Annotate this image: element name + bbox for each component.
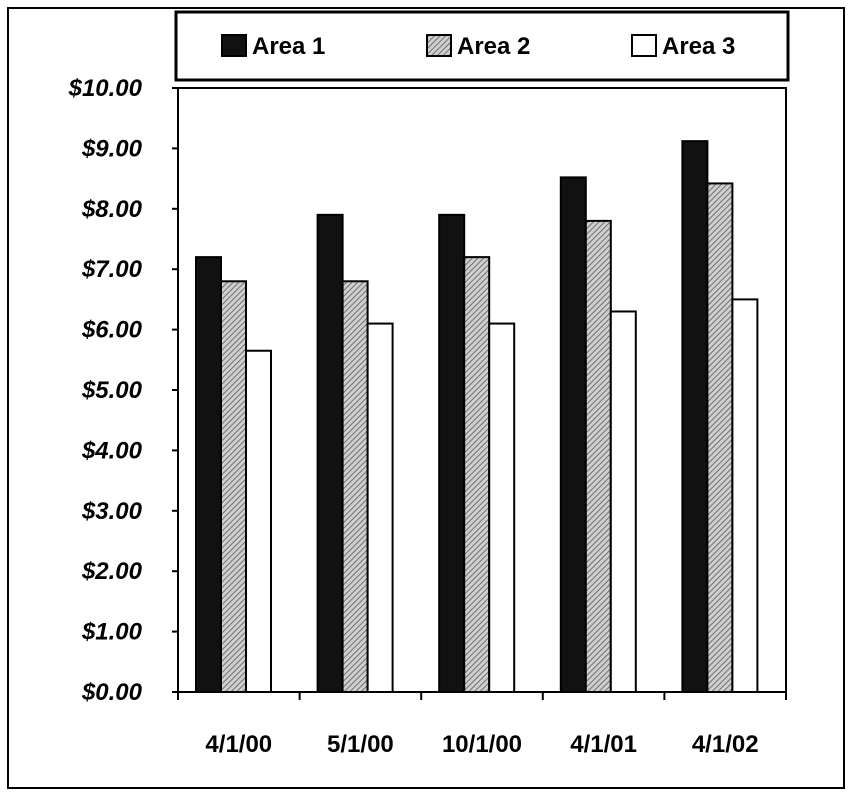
bar-area-2 xyxy=(220,280,247,693)
legend-label: Area 2 xyxy=(457,33,530,60)
y-tick-label: $1.00 xyxy=(81,619,143,646)
bar-area-1 xyxy=(195,256,222,693)
y-axis: $0.00 $1.00 $2.00 $3.00 $4.00 $5.00 $6.00 $7.00… xyxy=(68,75,178,706)
bar-area-3 xyxy=(488,322,516,693)
x-tick-label: 10/1/00 xyxy=(442,731,522,758)
y-tick-label: $8.00 xyxy=(81,196,143,223)
y-tick-label: $9.00 xyxy=(81,135,143,162)
bar-area-3 xyxy=(245,349,272,693)
bar-area-2 xyxy=(463,256,491,693)
bar-area-2 xyxy=(341,280,369,693)
x-tick-label: 4/1/01 xyxy=(570,731,637,758)
legend-swatch xyxy=(426,34,452,57)
y-tick-label: $3.00 xyxy=(81,498,143,525)
y-tick-label: $0.00 xyxy=(81,679,143,706)
x-tick-label: 4/1/00 xyxy=(205,731,272,758)
bar-area-3 xyxy=(609,310,637,693)
legend-label: Area 3 xyxy=(662,33,735,60)
legend: Area 1 Area 2 Area 3 xyxy=(221,33,735,60)
bar-area-2 xyxy=(584,219,612,693)
bar-area-1 xyxy=(681,140,709,694)
y-tick-label: $10.00 xyxy=(68,75,143,102)
y-tick-label: $7.00 xyxy=(81,256,143,283)
bars xyxy=(195,140,759,694)
legend-label: Area 1 xyxy=(252,33,325,60)
x-axis: 4/1/00 5/1/00 10/1/00 4/1/01 4/1/02 xyxy=(177,692,787,758)
legend-swatch xyxy=(631,34,657,57)
bar-area-1 xyxy=(438,213,466,693)
bar-area-1 xyxy=(559,176,587,693)
legend-box xyxy=(174,10,790,82)
y-tick-label: $5.00 xyxy=(81,377,143,404)
bar-area-3 xyxy=(731,298,759,693)
x-tick-label: 5/1/00 xyxy=(327,731,394,758)
bar-area-1 xyxy=(316,213,344,693)
y-tick-label: $2.00 xyxy=(81,558,143,585)
y-tick-label: $4.00 xyxy=(81,437,143,464)
bar-area-3 xyxy=(366,322,394,693)
bar-area-2 xyxy=(706,182,734,693)
x-tick-label: 4/1/02 xyxy=(692,731,759,758)
legend-swatch xyxy=(221,34,247,57)
y-tick-label: $6.00 xyxy=(81,317,143,344)
